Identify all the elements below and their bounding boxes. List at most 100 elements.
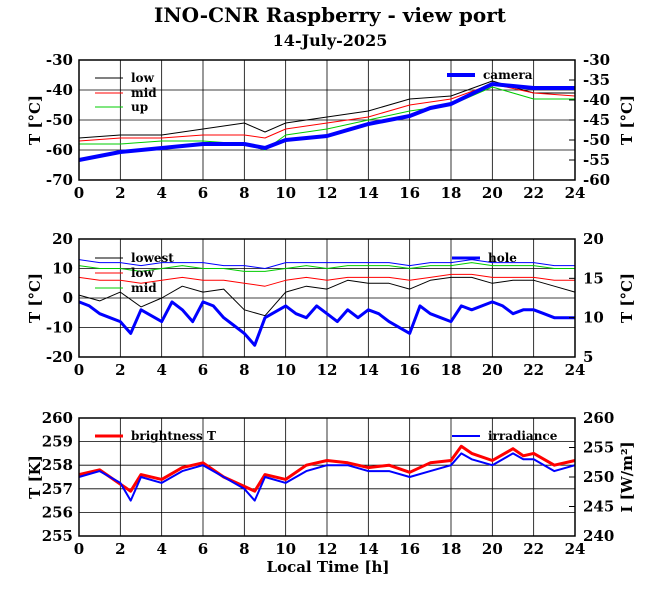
series-line-trace-3 bbox=[78, 259, 575, 269]
y-tick-label-left: -30 bbox=[46, 51, 73, 69]
y-tick-label-right: -40 bbox=[583, 91, 610, 109]
x-tick-label: 8 bbox=[239, 361, 249, 379]
x-tick-label: 14 bbox=[358, 361, 379, 379]
x-tick-label: 24 bbox=[565, 184, 586, 202]
x-axis-label: Local Time [h] bbox=[267, 558, 390, 576]
x-tick-label: 14 bbox=[358, 540, 379, 558]
y-tick-label-right: 240 bbox=[583, 527, 614, 545]
y-tick-label-right: -55 bbox=[583, 151, 610, 169]
legend-label: lowest bbox=[131, 251, 174, 265]
legend-label: low bbox=[131, 266, 155, 280]
legend-label: low bbox=[131, 71, 155, 85]
y-tick-label-left: 0 bbox=[63, 289, 73, 307]
y-tick-label-left: 255 bbox=[42, 527, 73, 545]
panel-temperatures-lower: 0 2 4 6 8 10 12 14 16 18 20 22 24-20-10010205101520T… bbox=[26, 230, 636, 379]
x-tick-label: 4 bbox=[156, 540, 166, 558]
x-tick-label: 10 bbox=[275, 184, 296, 202]
y-tick-label-right: -50 bbox=[583, 131, 610, 149]
legend-label: mid bbox=[131, 281, 157, 295]
legend-label: mid bbox=[131, 86, 157, 100]
legend-label: hole bbox=[488, 251, 517, 265]
x-tick-label: 16 bbox=[399, 184, 420, 202]
y-tick-label-right: 5 bbox=[583, 348, 593, 366]
y-axis-label-left: T [°C] bbox=[26, 273, 44, 323]
y-tick-label-right: 20 bbox=[583, 230, 604, 248]
y-axis-label-right: I [W/m²] bbox=[618, 441, 636, 512]
x-tick-label: 22 bbox=[523, 184, 544, 202]
x-tick-label: 14 bbox=[358, 184, 379, 202]
chart-subtitle: 14-July-2025 bbox=[273, 31, 388, 50]
x-tick-label: 8 bbox=[239, 540, 249, 558]
y-tick-label-right: -30 bbox=[583, 51, 610, 69]
y-tick-label-right: -35 bbox=[583, 71, 610, 89]
y-axis-label-left: T [°C] bbox=[26, 95, 44, 145]
x-tick-label: 16 bbox=[399, 540, 420, 558]
y-tick-label-left: -10 bbox=[46, 319, 73, 337]
x-tick-label: 2 bbox=[115, 361, 125, 379]
y-tick-label-right: 255 bbox=[583, 439, 614, 457]
x-tick-label: 0 bbox=[74, 184, 84, 202]
y-tick-label-left: 256 bbox=[42, 503, 73, 521]
y-axis-label-right: T [°C] bbox=[618, 273, 636, 323]
legend-label: up bbox=[131, 100, 148, 114]
x-tick-label: 12 bbox=[317, 361, 338, 379]
x-tick-label: 10 bbox=[275, 361, 296, 379]
panel-brightness: 0 2 4 6 8 10 12 14 16 18 20 22 242552562572582592602… bbox=[26, 409, 636, 558]
y-tick-label-left: -60 bbox=[46, 141, 73, 159]
y-tick-label-left: 258 bbox=[42, 456, 73, 474]
legend-label: camera bbox=[483, 68, 533, 82]
y-tick-label-right: -60 bbox=[583, 171, 610, 189]
series-line-hole bbox=[78, 300, 575, 347]
y-tick-label-left: -20 bbox=[46, 348, 73, 366]
panel-temperatures-upper: 0 2 4 6 8 10 12 14 16 18 20 22 24-70-60-50-40-30-60-… bbox=[26, 51, 636, 202]
x-tick-label: 12 bbox=[317, 540, 338, 558]
y-tick-label-left: -40 bbox=[46, 81, 73, 99]
x-tick-label: 8 bbox=[239, 184, 249, 202]
x-tick-label: 2 bbox=[115, 540, 125, 558]
x-tick-label: 2 bbox=[115, 184, 125, 202]
legend-label: brightness T bbox=[131, 429, 216, 443]
series-line-camera bbox=[78, 82, 575, 162]
y-tick-label-left: 257 bbox=[42, 480, 73, 498]
x-tick-label: 24 bbox=[565, 540, 586, 558]
x-tick-label: 20 bbox=[482, 184, 503, 202]
y-axis-label-right: T [°C] bbox=[618, 95, 636, 145]
y-tick-label-left: -70 bbox=[46, 171, 73, 189]
y-tick-label-left: 20 bbox=[52, 230, 73, 248]
series-line-brightness-T bbox=[78, 444, 576, 493]
plot-frame bbox=[78, 238, 576, 358]
x-tick-label: 20 bbox=[482, 361, 503, 379]
x-tick-label: 24 bbox=[565, 361, 586, 379]
x-tick-label: 22 bbox=[523, 540, 544, 558]
y-tick-label-left: 260 bbox=[42, 409, 73, 427]
x-tick-label: 10 bbox=[275, 540, 296, 558]
x-tick-label: 6 bbox=[198, 184, 208, 202]
y-tick-label-right: 260 bbox=[583, 409, 614, 427]
x-tick-label: 20 bbox=[482, 540, 503, 558]
x-tick-label: 16 bbox=[399, 361, 420, 379]
y-tick-label-right: 245 bbox=[583, 498, 614, 516]
legend-label: irradiance bbox=[488, 429, 558, 443]
series-line-irradiance bbox=[78, 452, 576, 502]
x-tick-label: 18 bbox=[441, 361, 462, 379]
y-tick-label-right: 15 bbox=[583, 269, 604, 287]
y-tick-label-left: 259 bbox=[42, 433, 73, 451]
x-tick-label: 4 bbox=[156, 184, 166, 202]
series-line-mid bbox=[78, 262, 575, 272]
y-axis-label-left: T [K] bbox=[26, 455, 44, 499]
y-tick-label-right: -45 bbox=[583, 111, 610, 129]
x-tick-label: 18 bbox=[441, 540, 462, 558]
series-line-low bbox=[78, 273, 575, 287]
y-tick-label-left: -50 bbox=[46, 111, 73, 129]
series-line-lowest bbox=[78, 276, 576, 317]
series-line-up bbox=[79, 86, 575, 151]
y-tick-label-left: 10 bbox=[52, 260, 73, 278]
x-tick-label: 22 bbox=[523, 361, 544, 379]
x-tick-label: 0 bbox=[74, 540, 84, 558]
y-tick-label-right: 10 bbox=[583, 309, 604, 327]
x-tick-label: 12 bbox=[317, 184, 338, 202]
x-tick-label: 6 bbox=[198, 361, 208, 379]
series-line-low bbox=[78, 80, 575, 139]
x-tick-label: 6 bbox=[198, 540, 208, 558]
